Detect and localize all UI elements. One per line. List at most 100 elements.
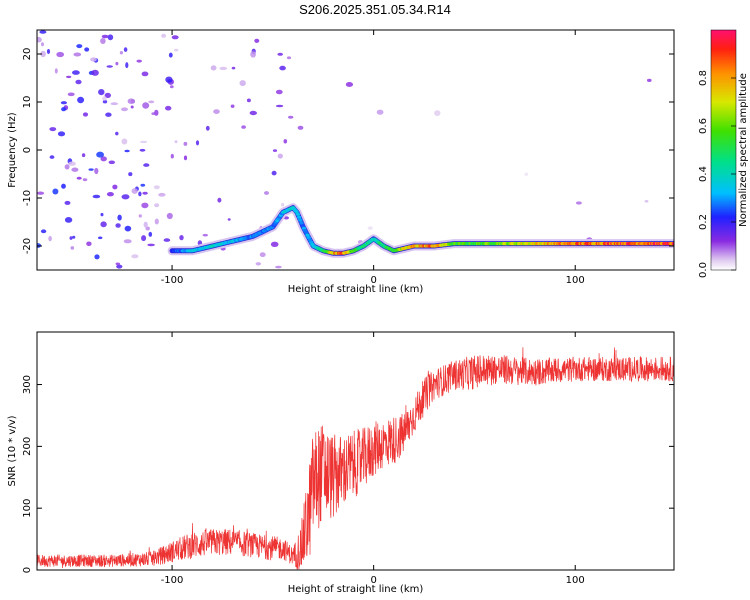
noise-cell (39, 30, 47, 34)
noise-cell (76, 176, 82, 180)
noise-cell (127, 98, 135, 104)
noise-cell (57, 131, 66, 137)
noise-cell (96, 151, 104, 158)
noise-cell (66, 75, 72, 79)
noise-cell (174, 140, 178, 144)
noise-cell (106, 192, 114, 197)
noise-cell (227, 218, 231, 221)
noise-cell (117, 214, 122, 221)
noise-cell (210, 65, 217, 71)
noise-cell (275, 265, 282, 269)
noise-cell (376, 109, 384, 115)
colorbar-tick-label: 0.0 (698, 262, 709, 278)
colorbar-tick-label: 0.4 (698, 166, 709, 182)
noise-cell (88, 168, 94, 171)
colorbar-tick-label: 0.8 (698, 70, 709, 86)
noise-cell (73, 52, 82, 57)
noise-cell (231, 66, 236, 70)
noise-cell (100, 156, 107, 162)
noise-cell (148, 100, 155, 104)
noise-cell (202, 233, 208, 237)
noise-cell (125, 62, 129, 69)
noise-cell (140, 140, 148, 144)
noise-cell (272, 149, 278, 152)
noise-cell (281, 202, 285, 207)
noise-cell (249, 110, 257, 116)
noise-cell (84, 47, 90, 52)
noise-cell (102, 96, 107, 101)
noise-cell (141, 235, 147, 242)
colorbar-label: Normalized spectral amplitude (738, 73, 749, 227)
noise-cell (270, 241, 279, 247)
noise-cell (81, 153, 86, 158)
noise-cell (138, 214, 142, 218)
noise-cell (61, 183, 66, 189)
noise-cell (98, 89, 105, 96)
noise-cell (246, 98, 251, 103)
noise-cell (205, 125, 210, 131)
noise-cell (647, 78, 652, 82)
noise-cell (91, 69, 99, 76)
noise-cell (70, 246, 75, 250)
colorbar: 0.0 0.2 0.4 0.6 0.8 Normalized spectral ampl… (698, 29, 749, 278)
noise-cell (54, 68, 58, 74)
noise-cell (241, 125, 246, 129)
noise-cell (64, 164, 70, 170)
ridge-cell (299, 221, 304, 225)
noise-cell (64, 217, 73, 223)
colorbar-tick-label: 0.6 (698, 118, 709, 134)
noise-cell (115, 131, 119, 136)
noise-cell (115, 262, 121, 266)
y-tick-label: 10 (22, 96, 33, 109)
noise-cell (174, 48, 179, 52)
snr-ticks: -100 0 100 0 100 200 300 (22, 332, 674, 586)
noise-cell (116, 264, 123, 269)
noise-cell (61, 107, 67, 112)
noise-cell (98, 236, 103, 240)
snr-frame (36, 331, 675, 571)
y-tick-label: 20 (22, 48, 33, 61)
snr-panel: -100 0 100 0 100 200 300 Height of straight li… (7, 331, 675, 595)
noise-cell (154, 218, 159, 225)
noise-cell (148, 231, 153, 237)
noise-cell (131, 254, 139, 259)
noise-cell (275, 104, 284, 108)
noise-cell (153, 185, 160, 190)
snr-series-line (37, 347, 674, 570)
ridge-cell (296, 215, 302, 219)
noise-cell (48, 235, 52, 242)
noise-cell (168, 52, 173, 58)
noise-cell (213, 109, 220, 114)
ridge-cell (298, 218, 303, 222)
noise-cell (141, 71, 149, 77)
noise-cell (136, 59, 142, 63)
noise-cell (64, 200, 71, 205)
noise-cell (271, 170, 277, 176)
x-tick-label: 0 (370, 575, 376, 586)
noise-cell (139, 148, 146, 152)
colorbar-gradient (711, 30, 736, 270)
noise-cell (131, 188, 138, 194)
noise-cell (37, 191, 45, 195)
noise-cell (142, 102, 150, 109)
noise-cell (161, 33, 167, 38)
noise-cell (75, 79, 82, 85)
noise-cell (82, 112, 89, 117)
ridge-cell (671, 242, 674, 246)
noise-cell (140, 183, 146, 187)
noise-cell (76, 44, 83, 49)
noise-cell (230, 104, 235, 108)
noise-cell (94, 167, 99, 175)
noise-cell (100, 212, 104, 217)
noise-cell (71, 167, 79, 172)
noise-cell (143, 163, 150, 167)
snr-ylabel: SNR (10 * v/v) (7, 415, 18, 486)
noise-cell (130, 105, 134, 109)
noise-cell (107, 34, 114, 41)
y-tick-label: 0 (22, 147, 33, 153)
noise-cell (275, 89, 283, 95)
colorbar-frame (710, 29, 737, 271)
noise-cell (124, 225, 132, 232)
